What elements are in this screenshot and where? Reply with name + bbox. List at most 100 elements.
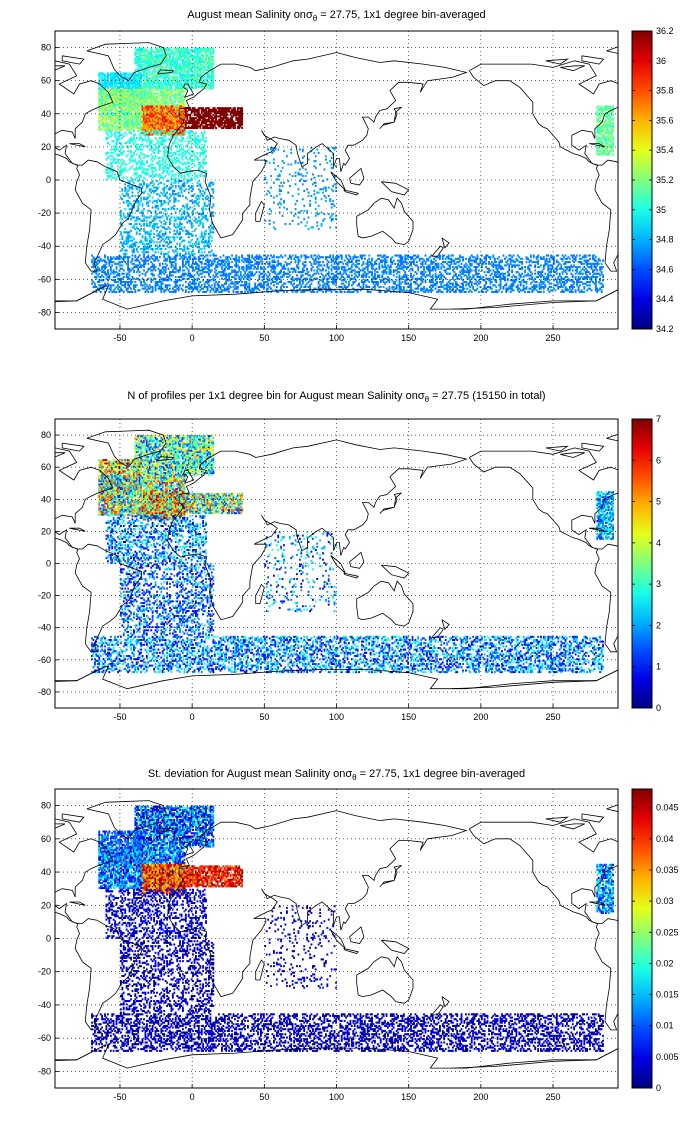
data-cell (164, 123, 167, 126)
data-cell (160, 203, 163, 206)
data-cell (143, 95, 145, 98)
data-cell (232, 110, 235, 113)
data-cell (187, 188, 190, 191)
data-cell (196, 156, 199, 159)
data-cell (101, 110, 104, 113)
data-cell (138, 175, 141, 178)
data-cell (158, 137, 161, 140)
data-cell (239, 123, 242, 126)
data-cell (150, 57, 153, 60)
data-cell (150, 54, 153, 57)
data-cell (145, 69, 148, 72)
data-cell (114, 100, 117, 103)
data-cell (144, 135, 147, 138)
data-cell (196, 122, 199, 125)
data-cell (180, 74, 183, 77)
data-cell (199, 165, 202, 168)
data-cell (112, 170, 115, 173)
data-cell (170, 127, 173, 130)
data-cell (167, 133, 170, 136)
data-cell (135, 247, 138, 250)
data-cell (174, 80, 177, 83)
data-cell (164, 79, 167, 82)
data-cell (158, 125, 161, 128)
data-cell (120, 128, 122, 131)
data-cell (184, 150, 187, 153)
data-cell (134, 173, 137, 176)
data-cell (229, 117, 232, 120)
data-cell (157, 103, 160, 106)
data-cell (147, 62, 150, 65)
data-cell (111, 108, 114, 111)
data-cell (182, 72, 184, 75)
data-cell (151, 201, 154, 204)
data-cell (164, 213, 167, 216)
data-cell (203, 75, 206, 78)
data-cell (143, 85, 145, 88)
data-cell (157, 72, 160, 75)
data-cell (128, 118, 131, 121)
data-cell (137, 143, 140, 146)
data-cell (143, 74, 145, 77)
data-cell (171, 127, 174, 130)
data-cell (195, 84, 197, 87)
data-cell (184, 49, 187, 52)
data-cell (183, 62, 186, 65)
data-cell (183, 113, 186, 116)
data-cell (174, 107, 177, 110)
data-cell (111, 173, 114, 176)
data-cell (135, 113, 138, 116)
data-cell (137, 77, 140, 80)
data-cell (107, 97, 109, 100)
data-cell (226, 113, 229, 116)
data-cell (197, 122, 200, 125)
data-cell (128, 88, 131, 91)
data-cell (164, 107, 167, 110)
data-cell (133, 242, 135, 245)
data-cell (187, 208, 190, 211)
data-cell (140, 67, 143, 70)
data-cell (192, 246, 194, 249)
data-cell (115, 128, 118, 131)
data-cell (157, 122, 160, 125)
data-cell (144, 231, 147, 234)
data-cell (199, 115, 202, 118)
data-cell (140, 117, 143, 120)
data-cell (163, 155, 166, 158)
data-cell (182, 64, 184, 67)
data-cell (102, 72, 105, 75)
data-cell (153, 50, 156, 53)
data-cell (151, 176, 154, 179)
data-cell (169, 47, 171, 50)
data-cell (98, 74, 101, 77)
data-cell (127, 95, 130, 98)
data-cell (145, 231, 148, 234)
data-cell (205, 150, 207, 153)
data-cell (143, 181, 145, 184)
data-cell (150, 60, 153, 63)
data-cell (134, 171, 137, 174)
data-cell (187, 127, 190, 130)
data-cell (197, 62, 200, 65)
data-cell (167, 132, 170, 135)
data-cell (153, 112, 156, 115)
data-cell (177, 47, 180, 50)
data-cell (127, 118, 130, 121)
data-cell (153, 100, 156, 103)
data-cell (156, 65, 158, 68)
data-cell (173, 79, 176, 82)
data-cell (131, 87, 134, 90)
data-cell (166, 113, 169, 116)
data-cell (145, 97, 148, 100)
data-cell (176, 70, 179, 73)
data-cell (189, 219, 192, 222)
data-cell (109, 80, 112, 83)
data-cell (180, 77, 183, 80)
data-cell (190, 55, 193, 58)
data-cell (192, 72, 194, 75)
data-cell (148, 125, 151, 128)
data-cell (133, 75, 135, 78)
data-cell (180, 156, 183, 159)
data-cell (131, 242, 134, 245)
data-cell (171, 59, 174, 62)
